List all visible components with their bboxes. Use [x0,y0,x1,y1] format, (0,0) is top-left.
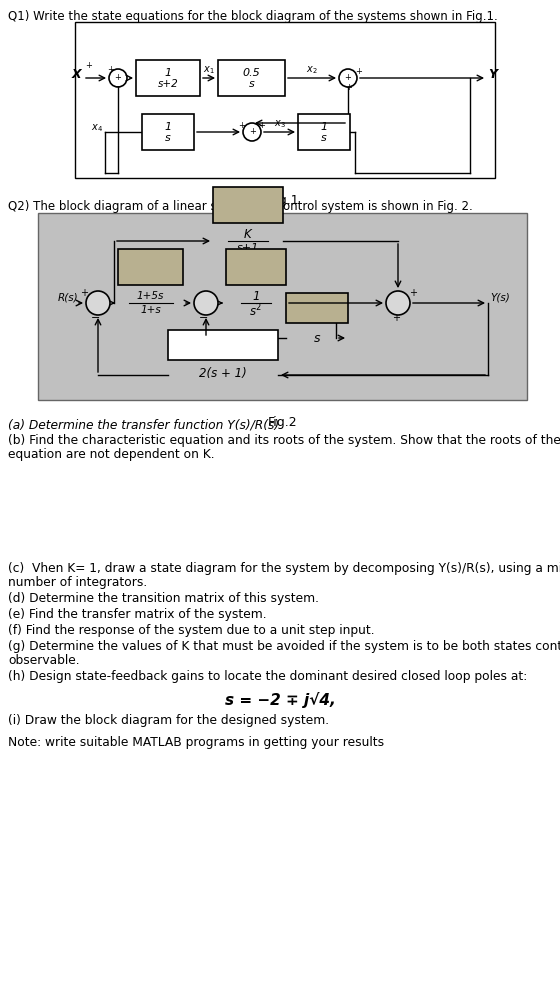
Text: +: + [115,73,122,82]
Text: +: + [85,61,92,70]
Text: (i) Draw the block diagram for the designed system.: (i) Draw the block diagram for the desig… [8,714,329,727]
Text: (f) Find the response of the system due to a unit step input.: (f) Find the response of the system due … [8,624,375,637]
Text: $x_4$: $x_4$ [91,122,103,134]
Text: s: s [249,79,254,89]
Bar [136,60,200,96]
Text: +: + [239,120,245,129]
Circle shape [386,291,410,315]
Text: +: + [250,126,256,135]
Text: +: + [259,120,265,129]
Bar [38,213,527,400]
Bar [286,293,348,323]
Text: Y(s): Y(s) [490,293,510,303]
Bar [75,22,495,178]
Text: X: X [71,69,81,82]
Text: $x_1$: $x_1$ [203,64,215,76]
Text: +: + [204,296,212,306]
Text: +: + [392,313,400,323]
Text: s+2: s+2 [157,79,179,89]
Text: s: s [321,133,327,143]
Circle shape [86,291,110,315]
Text: s+1: s+1 [237,243,259,253]
Text: Y: Y [488,69,497,82]
Text: 1: 1 [165,68,171,78]
Text: Q2) The block diagram of a linear spacecraft-control system is shown in Fig. 2.: Q2) The block diagram of a linear spacec… [8,200,473,213]
Text: +: + [80,288,88,298]
Text: 1+5s: 1+5s [137,291,164,301]
Text: Fig.2: Fig.2 [268,416,297,429]
Text: s: s [314,332,320,345]
Text: +: + [108,65,114,74]
Circle shape [194,291,218,315]
Text: +: + [344,73,352,82]
Bar [142,114,194,150]
Text: (h) Design state-feedback gains to locate the dominant desired closed loop poles: (h) Design state-feedback gains to locat… [8,670,528,683]
Text: 1+s: 1+s [140,305,161,315]
Text: (c)  Vhen K= 1, draw a state diagram for the system by decomposing Y(s)/R(s), us: (c) Vhen K= 1, draw a state diagram for … [8,562,560,575]
Bar [298,114,350,150]
Text: Q1) Write the state equations for the block diagram of the systems shown in Fig.: Q1) Write the state equations for the bl… [8,10,498,23]
Text: 1: 1 [165,122,171,132]
Text: (a) Determine the transfer function Y(s)/R(s).: (a) Determine the transfer function Y(s)… [8,418,283,431]
Text: s = −2 ∓ j√4,: s = −2 ∓ j√4, [225,692,335,708]
Text: (e) Find the transfer matrix of the system.: (e) Find the transfer matrix of the syst… [8,608,267,621]
Bar [213,187,283,223]
Text: s: s [165,133,171,143]
Text: 2(s + 1): 2(s + 1) [199,368,247,381]
Text: −: − [91,313,101,323]
Text: observable.: observable. [8,654,80,667]
Text: (d) Determine the transition matrix of this system.: (d) Determine the transition matrix of t… [8,592,319,605]
Text: −: − [199,313,209,323]
Text: $x_3$: $x_3$ [274,118,286,130]
Text: R(s): R(s) [58,293,78,303]
Text: +: + [346,83,352,92]
Text: +: + [356,67,362,76]
Text: Fig.1: Fig.1 [270,194,300,207]
Bar [118,249,183,285]
Text: number of integrators.: number of integrators. [8,576,147,589]
Text: −: − [113,82,121,92]
Text: 1: 1 [320,122,328,132]
Text: 0.5: 0.5 [242,68,260,78]
Text: 1: 1 [252,289,260,302]
Text: +: + [409,288,417,298]
Text: +: + [396,296,404,306]
Text: (g) Determine the values of K that must be avoided if the system is to be both s: (g) Determine the values of K that must … [8,640,560,653]
Text: equation are not dependent on K.: equation are not dependent on K. [8,448,214,461]
Text: K: K [244,229,252,242]
Text: (b) Find the characteristic equation and its roots of the system. Show that the : (b) Find the characteristic equation and… [8,434,560,447]
Bar [168,330,278,360]
Text: +: + [94,296,102,306]
Text: Note: write suitable MATLAB programs in getting your results: Note: write suitable MATLAB programs in … [8,736,384,749]
Text: $s^2$: $s^2$ [249,303,263,319]
Bar [218,60,285,96]
Bar [226,249,286,285]
Text: $x_2$: $x_2$ [306,64,318,76]
